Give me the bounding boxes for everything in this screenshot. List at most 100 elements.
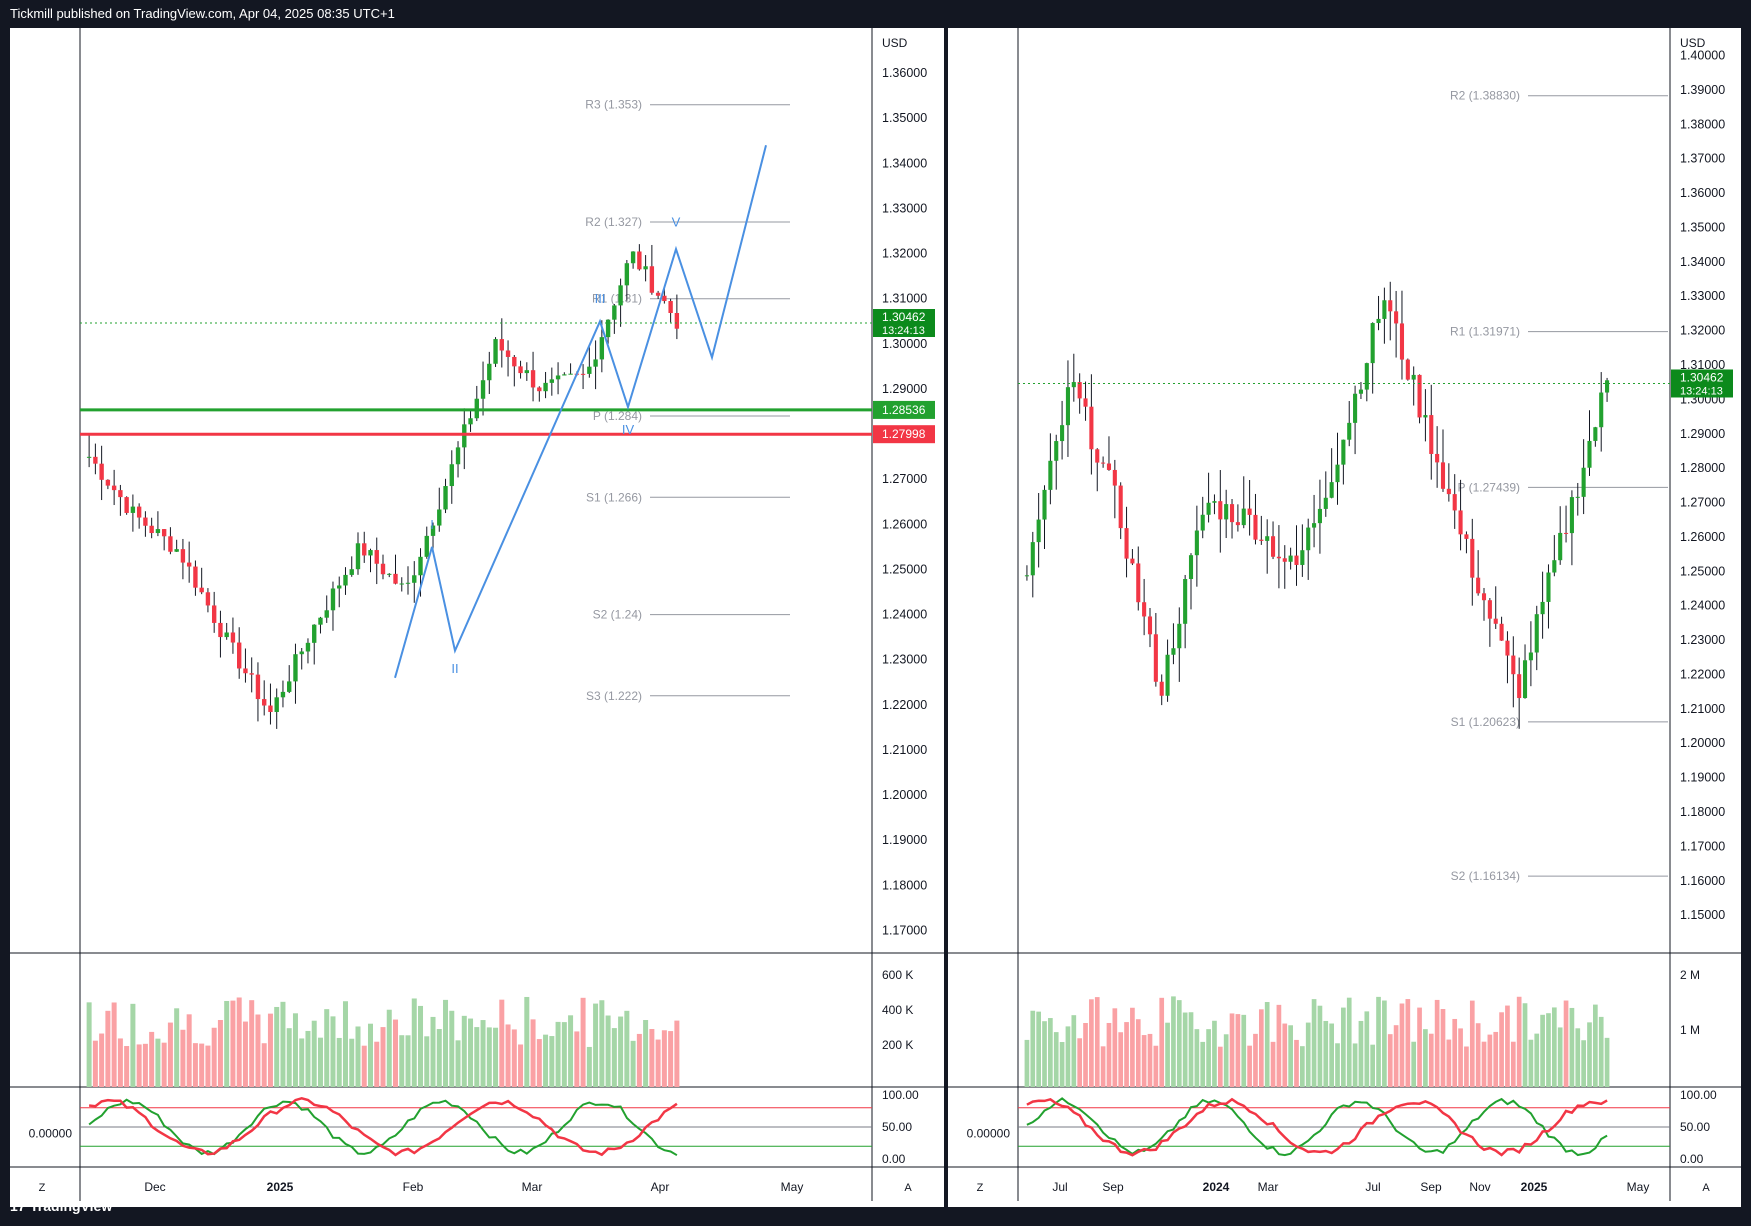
right-price-tick: 1.21000 <box>1680 702 1725 716</box>
right-volume-bar <box>1376 996 1381 1087</box>
right-volume-bar <box>1341 1007 1346 1087</box>
left-candle <box>593 359 598 367</box>
right-volume-bar <box>1188 1012 1194 1087</box>
right-price-tick: 1.17000 <box>1680 839 1725 853</box>
left-candle <box>224 632 229 638</box>
left-wave-label: V <box>672 215 681 230</box>
left-candle <box>199 587 204 593</box>
left-osc-tick: 0.00 <box>882 1152 906 1166</box>
right-candle <box>1575 496 1580 498</box>
left-candle <box>230 632 236 643</box>
right-volume-bar <box>1557 1027 1563 1087</box>
left-auto-button: A <box>904 1182 912 1194</box>
right-time-tick: Sep <box>1102 1180 1124 1194</box>
left-price-tick: 1.25000 <box>882 562 927 576</box>
left-price-tick: 1.23000 <box>882 653 927 667</box>
right-candle <box>1341 439 1346 465</box>
right-volume-bar <box>1147 1033 1153 1087</box>
right-candle <box>1288 555 1293 562</box>
left-candle <box>180 549 186 563</box>
right-price-tick: 1.24000 <box>1680 599 1725 613</box>
right-volume-bar <box>1593 1004 1598 1087</box>
right-candle <box>1147 616 1153 635</box>
left-candle <box>161 529 167 537</box>
right-volume-bar <box>1241 1014 1247 1087</box>
left-volume-bar <box>386 1009 392 1087</box>
left-candle <box>393 573 398 584</box>
left-candle <box>443 486 448 510</box>
right-candle <box>1429 415 1434 454</box>
right-volume-bar <box>1516 996 1522 1087</box>
right-candle <box>1458 510 1463 535</box>
right-time-tick: 2024 <box>1203 1180 1230 1194</box>
left-last-price: 1.30462 <box>882 310 926 324</box>
right-volume-bar <box>1176 1000 1182 1087</box>
right-pivot-label: S1 (1.20623) <box>1451 715 1520 729</box>
right-time-tick: Mar <box>1258 1180 1279 1194</box>
left-volume-bar <box>255 1014 261 1087</box>
right-candle <box>1130 558 1135 564</box>
left-candle <box>455 447 461 465</box>
left-candle <box>205 592 211 606</box>
right-candle <box>1358 389 1364 394</box>
right-candle <box>1200 514 1205 531</box>
right-candle <box>1581 467 1586 497</box>
right-volume-bar <box>1100 1046 1106 1087</box>
left-osc-tick: 100.00 <box>882 1088 919 1102</box>
right-candle <box>1587 440 1592 468</box>
right-candle <box>1036 519 1041 543</box>
right-candle <box>1370 323 1375 364</box>
left-candle <box>555 375 561 380</box>
right-candle <box>1218 501 1223 520</box>
right-price-tick: 1.16000 <box>1680 874 1725 888</box>
right-candle <box>1270 536 1276 557</box>
right-volume-bar <box>1446 1039 1452 1087</box>
left-price-tick: 1.33000 <box>882 201 927 215</box>
right-candle <box>1493 618 1498 624</box>
left-candle <box>280 691 286 698</box>
left-candle <box>262 699 267 706</box>
right-volume-bar <box>1153 1045 1159 1087</box>
left-candle <box>118 490 123 498</box>
left-volume-bar <box>605 1015 611 1087</box>
right-volume-bar <box>1528 1039 1534 1087</box>
right-volume-bar <box>1469 1000 1475 1087</box>
left-candle <box>174 549 179 552</box>
right-candle <box>1265 536 1270 541</box>
left-candle <box>374 550 379 564</box>
left-volume-bar <box>267 1013 273 1087</box>
left-volume-bar <box>474 1027 480 1087</box>
right-volume-bar <box>1417 1007 1422 1087</box>
right-time-tick: Nov <box>1469 1180 1490 1194</box>
right-volume-bar <box>1206 1029 1211 1087</box>
right-last-price-tag <box>1671 369 1733 398</box>
right-volume-bar <box>1581 1040 1586 1087</box>
left-candle <box>168 536 173 552</box>
right-volume-bar <box>1270 1041 1276 1087</box>
left-wave-label: III <box>595 291 606 306</box>
left-candle <box>649 266 655 293</box>
left-panel <box>10 28 944 1207</box>
right-volume-bar <box>1551 1007 1557 1087</box>
right-candle <box>1376 318 1381 324</box>
left-candle <box>305 642 311 652</box>
right-candle <box>1136 563 1141 603</box>
left-candle <box>493 339 498 364</box>
right-volume-bar <box>1042 1021 1047 1087</box>
right-price-tick: 1.32000 <box>1680 324 1725 338</box>
left-volume-bar <box>242 1021 248 1087</box>
right-candle <box>1153 634 1158 682</box>
right-volume-bar <box>1030 1010 1036 1087</box>
left-volume-bar <box>499 999 505 1087</box>
left-key-level-label: 1.27998 <box>882 427 926 441</box>
right-candle <box>1382 300 1387 319</box>
left-volume-bar <box>643 1020 649 1087</box>
left-volume-bar <box>661 1030 667 1087</box>
right-candle <box>1024 575 1029 577</box>
left-volume-bar <box>468 1018 474 1087</box>
right-volume-bar <box>1346 997 1352 1087</box>
left-volume-bar <box>367 1023 373 1087</box>
left-pivot-label: S3 (1.222) <box>586 689 642 703</box>
left-price-tick: 1.20000 <box>882 788 927 802</box>
